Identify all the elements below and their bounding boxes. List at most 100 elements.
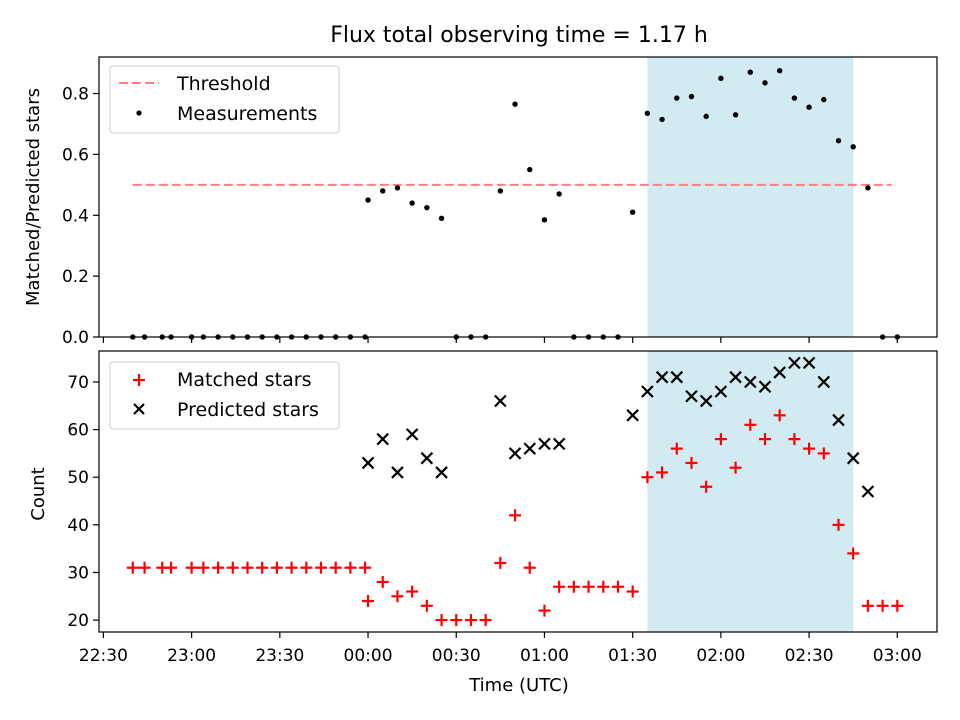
matched-star-marker: [729, 461, 742, 474]
matched-star-marker: [700, 480, 713, 493]
predicted-star-marker: [538, 437, 551, 451]
matched-star-marker: [256, 561, 269, 574]
predicted-marker-b: [846, 451, 860, 465]
matched-star-marker: [197, 561, 210, 574]
measurement-point: [424, 204, 430, 211]
x-tick-label: 00:00: [344, 646, 393, 666]
matched-star-marker: [597, 580, 610, 593]
measurement-point: [409, 200, 415, 206]
predicted-star-marker: [817, 375, 831, 389]
measurement-point: [806, 104, 812, 110]
measurement-point: [527, 166, 533, 173]
predicted-star-marker: [376, 432, 390, 446]
matched-star-marker: [359, 561, 372, 574]
predicted-marker-b: [817, 375, 831, 389]
matched-star-marker: [567, 580, 580, 593]
top-y-tick-label: 0.6: [62, 145, 89, 165]
predicted-star-marker: [714, 385, 728, 398]
x-tick-label: 01:30: [608, 646, 657, 666]
matched-star-marker: [641, 471, 654, 484]
top-legend: Threshold Measurements: [109, 65, 340, 134]
top-panel: 0.00.20.40.60.8 Matched/Predicted stars …: [23, 56, 938, 348]
matched-star-marker: [509, 509, 522, 522]
matched-star-marker: [685, 456, 698, 469]
measurement-point: [850, 144, 856, 150]
matched-star-marker: [744, 418, 757, 431]
predicted-marker-b: [758, 380, 772, 393]
matched-star-marker: [126, 561, 139, 574]
bottom-legend: Matched stars Predicted stars: [109, 361, 340, 430]
legend-measurements-label: Measurements: [177, 103, 317, 125]
matched-star-marker: [344, 561, 357, 574]
measurement-point: [762, 80, 768, 86]
top-y-tick-label: 0.4: [62, 206, 89, 226]
x-tick-label: 00:30: [432, 646, 481, 666]
predicted-marker-b: [494, 394, 507, 408]
matched-star-marker: [553, 580, 566, 593]
matched-star-marker: [464, 614, 477, 627]
measurement-point: [659, 116, 665, 123]
matched-star-marker: [300, 561, 313, 574]
predicted-marker-b: [405, 428, 419, 441]
bottom-y-tick-label: 60: [67, 421, 89, 441]
predicted-marker-b: [744, 375, 757, 389]
legend-box: [109, 65, 340, 134]
measurement-point: [703, 113, 709, 120]
measurement-point: [821, 96, 827, 103]
measurement-point: [394, 185, 401, 191]
matched-star-marker: [362, 595, 375, 608]
matched-star-marker: [241, 561, 254, 574]
predicted-marker-b: [773, 366, 786, 379]
predicted-marker-b: [538, 437, 551, 451]
matched-star-marker: [847, 547, 860, 560]
predicted-star-marker: [552, 437, 566, 451]
predicted-star-marker: [861, 485, 875, 498]
observing-window-span: [647, 57, 854, 337]
matched-star-marker: [714, 433, 727, 446]
predicted-marker-b: [435, 466, 448, 479]
bottom-y-tick-label: 30: [67, 563, 89, 583]
predicted-marker-b: [523, 442, 537, 455]
predicted-marker-b: [670, 370, 684, 384]
predicted-star-marker: [641, 385, 654, 398]
legend-matched-label: Matched stars: [177, 369, 311, 391]
predicted-marker-b: [626, 409, 639, 422]
x-tick-label: 02:30: [785, 646, 834, 666]
predicted-marker-b: [802, 356, 816, 370]
bottom-axis-ticks: 20 30 40 50 60 70 22:30 23:00 23:30 00:00 00:30 01:…: [67, 373, 921, 666]
predicted-marker-b: [361, 456, 375, 470]
legend-threshold-label: Threshold: [176, 73, 271, 95]
predicted-marker-b: [861, 485, 875, 498]
matched-star-marker: [538, 604, 551, 617]
count-points: [126, 356, 904, 627]
predicted-marker-b: [552, 437, 566, 451]
predicted-marker-b: [655, 370, 669, 384]
predicted-star-marker: [744, 375, 757, 389]
predicted-marker-b: [699, 394, 713, 408]
predicted-star-marker: [832, 413, 845, 427]
top-y-tick-label: 0.2: [62, 267, 89, 287]
predicted-star-marker: [758, 380, 772, 393]
predicted-marker-b: [685, 389, 698, 403]
measurement-point: [512, 101, 518, 107]
matched-star-marker: [138, 561, 151, 574]
predicted-marker-b: [420, 451, 434, 465]
matched-star-marker: [329, 561, 342, 574]
measurement-point: [541, 217, 548, 223]
measurement-point: [644, 110, 651, 117]
predicted-star-marker: [523, 442, 537, 455]
predicted-marker-b: [508, 447, 522, 460]
matched-star-marker: [212, 561, 225, 574]
matched-star-marker: [670, 442, 683, 455]
predicted-star-marker: [626, 409, 639, 422]
matched-star-marker: [788, 433, 801, 446]
matched-star-marker: [582, 580, 595, 593]
measurement-point: [380, 188, 386, 194]
x-tick-label: 03:00: [873, 646, 922, 666]
matched-star-marker: [523, 561, 536, 574]
matched-star-marker: [285, 561, 298, 574]
matched-star-marker: [314, 561, 327, 574]
matched-star-marker: [376, 575, 389, 588]
measurement-point: [674, 95, 680, 101]
